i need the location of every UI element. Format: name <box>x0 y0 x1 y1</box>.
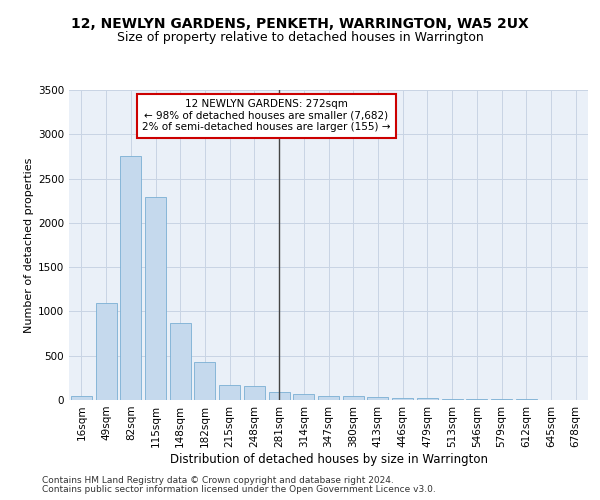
Bar <box>343 396 364 400</box>
Bar <box>392 398 413 400</box>
Bar <box>120 156 141 400</box>
X-axis label: Distribution of detached houses by size in Warrington: Distribution of detached houses by size … <box>170 452 487 466</box>
Bar <box>318 396 339 400</box>
Bar <box>367 397 388 400</box>
Text: 12, NEWLYN GARDENS, PENKETH, WARRINGTON, WA5 2UX: 12, NEWLYN GARDENS, PENKETH, WARRINGTON,… <box>71 18 529 32</box>
Text: 12 NEWLYN GARDENS: 272sqm
← 98% of detached houses are smaller (7,682)
2% of sem: 12 NEWLYN GARDENS: 272sqm ← 98% of detac… <box>142 100 391 132</box>
Bar <box>244 386 265 400</box>
Bar <box>170 322 191 400</box>
Bar <box>145 197 166 400</box>
Bar <box>71 396 92 400</box>
Y-axis label: Number of detached properties: Number of detached properties <box>24 158 34 332</box>
Bar <box>293 394 314 400</box>
Bar <box>219 385 240 400</box>
Bar <box>269 392 290 400</box>
Bar <box>442 399 463 400</box>
Bar <box>95 302 116 400</box>
Text: Size of property relative to detached houses in Warrington: Size of property relative to detached ho… <box>116 31 484 44</box>
Bar <box>194 362 215 400</box>
Bar <box>417 398 438 400</box>
Text: Contains HM Land Registry data © Crown copyright and database right 2024.: Contains HM Land Registry data © Crown c… <box>42 476 394 485</box>
Text: Contains public sector information licensed under the Open Government Licence v3: Contains public sector information licen… <box>42 485 436 494</box>
